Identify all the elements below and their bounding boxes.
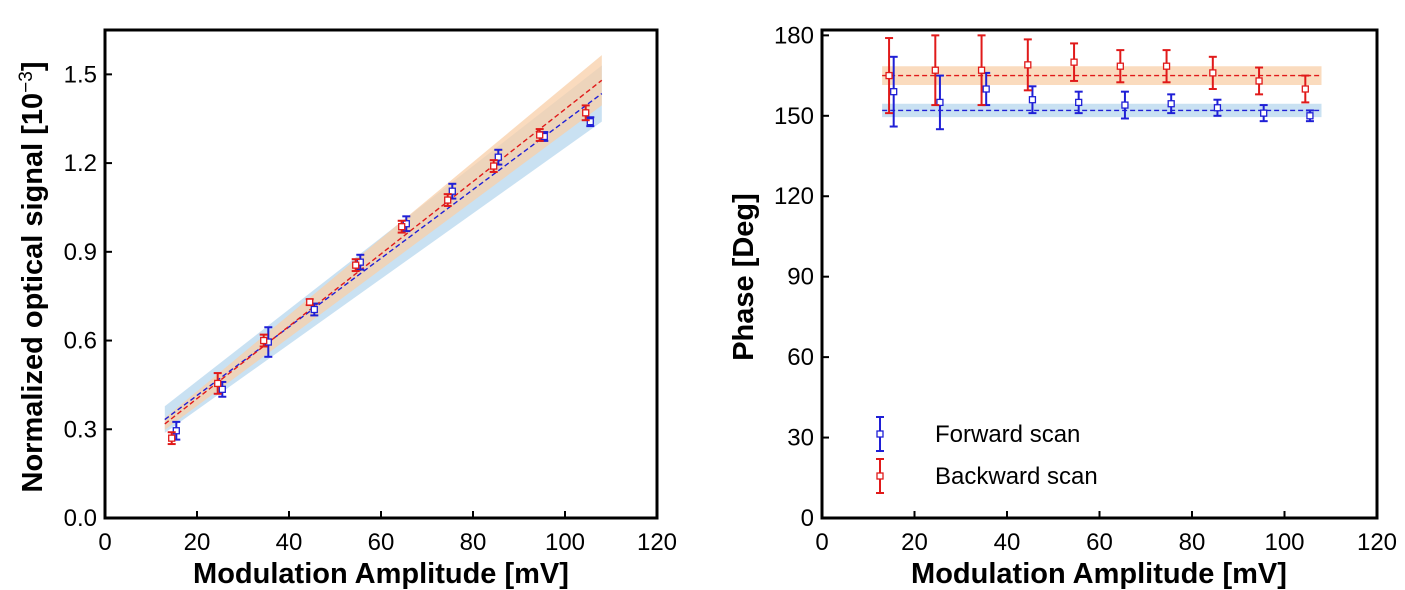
left-data-point	[398, 223, 406, 231]
right-data-point	[1213, 104, 1222, 112]
right-data-point	[1075, 98, 1083, 107]
right-y-tick-label: 150	[774, 103, 814, 130]
left-data-point	[172, 427, 180, 435]
left-fit-band-1	[164, 55, 602, 430]
left-x-tick-label: 60	[368, 529, 395, 556]
right-data-point	[1116, 62, 1124, 70]
left-y-axis-label-suffix: ]	[17, 62, 49, 72]
right-data-point	[977, 66, 986, 74]
left-panel-chart: Modulation Amplitude [mV] Normalized opt…	[16, 28, 677, 590]
left-y-tick-label: 1.2	[64, 150, 97, 177]
right-data-point	[1121, 101, 1129, 109]
left-y-axis-label-main: Normalized optical signal [10	[17, 93, 49, 493]
left-x-tick-label: 0	[98, 529, 111, 556]
left-data-point	[168, 434, 176, 442]
left-x-axis-label: Modulation Amplitude [mV]	[193, 558, 569, 590]
left-data-point	[490, 162, 498, 170]
left-data-point	[494, 153, 502, 161]
right-y-tick-label: 30	[787, 425, 814, 452]
left-fit-line-1	[164, 79, 603, 425]
left-data-point	[306, 298, 314, 306]
left-y-tick-label: 0.9	[64, 239, 97, 266]
right-x-tick-label: 40	[994, 529, 1021, 556]
right-plot-frame	[820, 28, 1379, 520]
right-data-point	[1306, 112, 1314, 120]
right-data-point	[1301, 85, 1309, 93]
left-x-tick-label: 120	[637, 529, 677, 556]
left-data-point	[218, 385, 226, 393]
right-x-tick-label: 120	[1357, 529, 1397, 556]
left-y-tick-label: 0.6	[64, 328, 97, 355]
left-y-tick-label: 0.3	[64, 416, 97, 443]
right-data-point	[1209, 69, 1217, 77]
left-data-point	[214, 379, 222, 388]
left-x-tick-label: 100	[545, 529, 585, 556]
left-y-tick-label: 1.5	[64, 61, 97, 88]
left-y-tick-label: 0.0	[64, 505, 97, 532]
right-x-tick-label: 0	[815, 529, 828, 556]
legend-label: Forward scan	[935, 421, 1080, 448]
right-data-point	[1162, 62, 1171, 70]
right-x-tick-label: 80	[1179, 529, 1206, 556]
right-data-point	[890, 88, 898, 96]
left-data-point	[582, 109, 590, 117]
right-y-tick-label: 0	[801, 505, 814, 532]
left-data-point	[586, 118, 594, 126]
right-y-tick-label: 60	[787, 344, 814, 371]
right-data-point	[1255, 77, 1263, 85]
right-data-point	[982, 85, 990, 93]
right-x-tick-label: 20	[901, 529, 928, 556]
right-data-point	[1024, 61, 1032, 69]
left-data-point	[444, 196, 452, 204]
left-data-point	[310, 305, 318, 314]
left-data-point	[260, 336, 268, 345]
right-data-point	[936, 98, 944, 107]
left-x-tick-label: 80	[460, 529, 487, 556]
right-data-point	[1070, 58, 1078, 66]
legend-label: Backward scan	[935, 463, 1098, 490]
left-y-axis-label-exponent: −3	[16, 71, 37, 93]
right-y-tick-label: 90	[787, 264, 814, 291]
right-x-tick-label: 100	[1264, 529, 1304, 556]
right-y-tick-label: 120	[774, 183, 814, 210]
right-y-axis-label: Phase [Deg]	[728, 193, 760, 361]
left-y-axis-label: Normalized optical signal [10−3]	[16, 62, 50, 493]
left-data-point	[448, 187, 456, 195]
right-x-tick-label: 60	[1086, 529, 1113, 556]
left-data-point	[536, 131, 544, 139]
left-fit-line-0	[164, 93, 603, 421]
right-data-point	[1167, 100, 1175, 108]
right-data-point	[931, 66, 939, 74]
right-y-tick-label: 180	[774, 22, 814, 49]
left-data-point	[352, 261, 360, 269]
left-x-tick-label: 40	[276, 529, 303, 556]
left-x-tick-label: 20	[184, 529, 211, 556]
legend-marker	[876, 472, 884, 480]
right-panel-chart: Modulation Amplitude [mV] Phase [Deg] 0 2…	[728, 22, 1397, 590]
right-x-axis-label: Modulation Amplitude [mV]	[911, 558, 1287, 590]
right-data-point	[1028, 96, 1037, 104]
right-data-point	[885, 71, 893, 80]
right-data-point	[1260, 109, 1268, 117]
legend-marker	[876, 430, 884, 438]
